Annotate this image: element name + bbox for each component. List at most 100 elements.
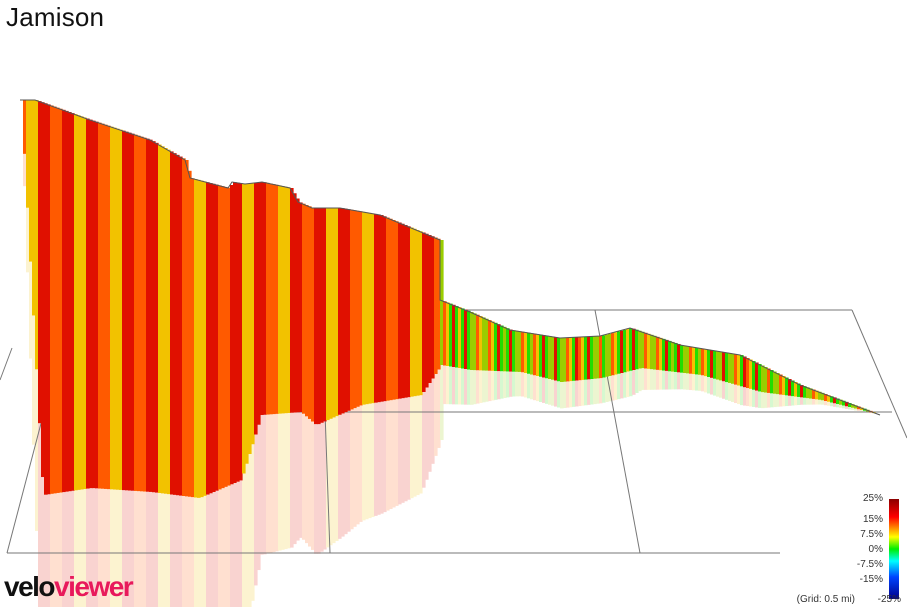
- profile-segment: [587, 336, 591, 380]
- profile-reflection-segment: [707, 376, 711, 394]
- profile-segment: [377, 214, 381, 403]
- profile-reflection-segment: [743, 387, 747, 406]
- profile-reflection-segment: [347, 410, 351, 532]
- profile-segment: [830, 396, 834, 403]
- profile-reflection-segment: [323, 421, 327, 550]
- profile-segment: [800, 385, 804, 398]
- profile-segment: [752, 361, 756, 390]
- legend-label-neg-7-5: -7.5%: [856, 559, 883, 570]
- profile-reflection-segment: [425, 387, 429, 480]
- profile-reflection-segment: [242, 473, 246, 607]
- profile-segment: [647, 333, 651, 369]
- profile-reflection-segment: [311, 421, 315, 550]
- profile-segment: [818, 391, 822, 400]
- profile-reflection-segment: [62, 492, 66, 607]
- profile-segment: [251, 183, 255, 445]
- profile-segment: [758, 364, 762, 392]
- profile-reflection-segment: [803, 397, 807, 405]
- profile-segment: [260, 182, 264, 415]
- profile-segment: [32, 100, 36, 316]
- profile-reflection-segment: [611, 375, 615, 401]
- profile-segment: [554, 337, 558, 381]
- profile-segment: [194, 179, 198, 498]
- profile-reflection-segment: [773, 393, 777, 408]
- profile-reflection-segment: [224, 486, 228, 607]
- profile-reflection-segment: [401, 398, 405, 503]
- profile-segment: [242, 183, 246, 474]
- profile-segment: [446, 302, 450, 366]
- profile-reflection-segment: [719, 380, 723, 398]
- profile-reflection-segment: [827, 401, 831, 406]
- profile-reflection-segment: [179, 495, 183, 607]
- profile-segment: [737, 354, 741, 386]
- profile-segment: [464, 309, 468, 369]
- profile-reflection-segment: [575, 380, 579, 407]
- grid-scale-note: (Grid: 0.5 mi): [796, 594, 855, 605]
- profile-segment: [785, 377, 789, 396]
- profile-segment: [173, 153, 177, 495]
- profile-reflection-segment: [308, 418, 312, 547]
- profile-reflection-segment: [626, 371, 630, 397]
- profile-reflection-segment: [602, 377, 606, 403]
- profile-reflection-segment: [32, 315, 36, 445]
- profile-segment: [854, 405, 858, 409]
- profile-segment: [428, 235, 432, 383]
- profile-segment: [500, 325, 504, 372]
- profile-reflection-segment: [188, 496, 192, 607]
- veloviewer-logo[interactable]: veloviewer: [4, 572, 134, 602]
- profile-segment: [713, 350, 717, 379]
- profile-segment: [524, 332, 528, 373]
- profile-segment: [539, 334, 543, 377]
- profile-reflection-segment: [158, 493, 162, 607]
- profile-reflection-segment: [380, 401, 384, 514]
- profile-reflection-segment: [320, 422, 324, 552]
- profile-segment: [95, 121, 99, 489]
- profile-reflection-segment: [593, 378, 597, 405]
- profile-reflection-segment: [863, 410, 867, 413]
- profile-segment: [59, 108, 63, 493]
- profile-segment: [359, 211, 363, 406]
- profile-reflection-segment: [518, 371, 522, 397]
- profile-segment: [611, 333, 615, 376]
- profile-reflection-segment: [434, 374, 438, 456]
- profile-segment: [827, 395, 831, 402]
- profile-reflection-segment: [539, 376, 543, 403]
- profile-segment: [203, 181, 207, 496]
- profile-segment: [287, 187, 291, 413]
- profile-reflection-segment: [431, 378, 435, 464]
- profile-segment: [161, 146, 165, 494]
- profile-reflection-segment: [413, 396, 417, 497]
- profile-segment: [545, 335, 549, 379]
- profile-segment: [746, 358, 750, 389]
- gradient-legend-bar: [889, 499, 899, 599]
- profile-reflection-segment: [353, 408, 357, 527]
- profile-segment: [437, 238, 441, 370]
- profile-reflection-segment: [749, 388, 753, 407]
- profile-segment: [491, 321, 495, 371]
- profile-segment: [422, 232, 426, 392]
- profile-segment: [656, 336, 660, 370]
- profile-segment: [44, 103, 48, 495]
- profile-segment: [275, 184, 279, 414]
- profile-reflection-segment: [761, 392, 765, 409]
- profile-reflection-segment: [218, 489, 222, 607]
- profile-reflection-segment: [467, 369, 471, 405]
- profile-reflection-segment: [122, 490, 126, 607]
- profile-reflection-segment: [146, 491, 150, 607]
- profile-reflection-segment: [731, 383, 735, 402]
- profile-segment: [347, 209, 351, 411]
- profile-segment: [248, 183, 252, 454]
- gradient-legend: 25% 15% 7.5% 0% -7.5% -15% -25%: [821, 493, 901, 605]
- profile-segment: [323, 208, 327, 422]
- profile-segment: [164, 148, 168, 494]
- profile-reflection-segment: [830, 402, 834, 407]
- profile-reflection-segment: [647, 368, 651, 390]
- profile-segment: [683, 345, 687, 374]
- profile-reflection-segment: [248, 454, 252, 607]
- profile-reflection-segment: [80, 489, 84, 607]
- profile-reflection-segment: [701, 375, 705, 392]
- profile-segment: [113, 127, 117, 490]
- profile-segment: [596, 336, 600, 379]
- profile-segment: [452, 304, 456, 367]
